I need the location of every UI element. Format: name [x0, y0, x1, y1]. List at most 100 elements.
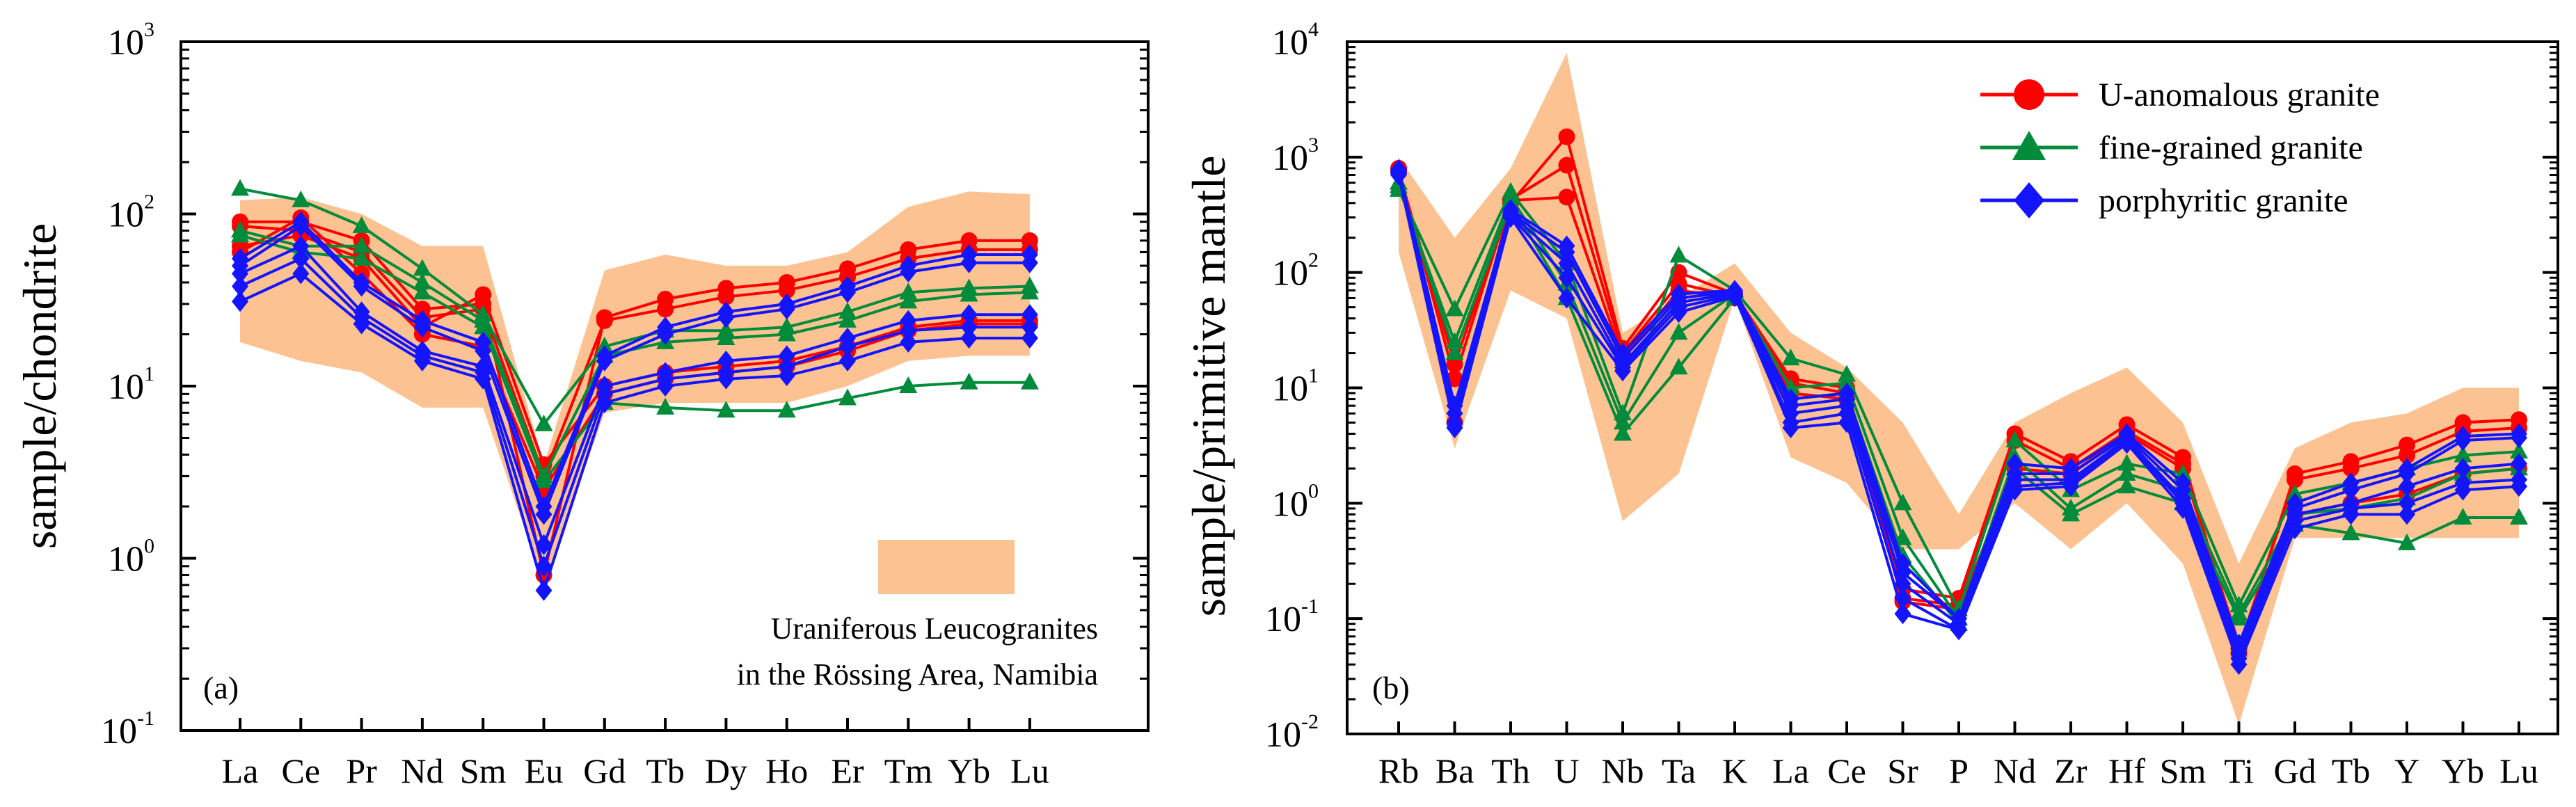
data-point: [2062, 476, 2079, 497]
data-point: [778, 282, 795, 299]
band-legend-swatch: [878, 540, 1015, 594]
x-tick-label: Sm: [460, 751, 507, 790]
data-point: [292, 263, 310, 285]
data-point: [1614, 360, 1631, 382]
x-tick-label: Lu: [2499, 751, 2538, 790]
data-point: [353, 275, 370, 297]
data-point: [2005, 431, 2024, 448]
data-point: [1558, 241, 1575, 263]
y-tick-label: 102: [108, 191, 154, 235]
y-tick-label: 10-1: [101, 707, 154, 751]
data-point: [1558, 157, 1575, 174]
data-point: [2511, 427, 2527, 449]
data-point: [1894, 603, 1911, 625]
x-tick-label: K: [1722, 751, 1747, 790]
data-point: [960, 252, 978, 273]
data-point: [899, 376, 918, 393]
y-tick-label: 101: [1272, 365, 1319, 409]
data-point: [717, 401, 736, 418]
x-tick-label: Dy: [705, 751, 747, 790]
data-point: [899, 291, 918, 309]
x-tick-label: Sr: [1887, 751, 1918, 790]
data-point: [1021, 328, 1038, 349]
band-legend-label-line1: Uraniferous Leucogranites: [771, 612, 1098, 646]
data-point: [838, 388, 857, 406]
data-point: [1020, 372, 1039, 390]
data-point: [1669, 246, 1688, 263]
data-point: [413, 350, 431, 371]
data-point: [292, 215, 310, 237]
series-line: [239, 187, 1030, 427]
data-point: [2342, 504, 2360, 525]
x-tick-label: U: [1554, 751, 1579, 790]
x-tick-label: Ho: [765, 751, 808, 790]
data-point: [596, 312, 613, 329]
data-point: [2454, 479, 2472, 501]
data-point: [413, 282, 431, 300]
data-point: [292, 235, 310, 257]
data-point: [2511, 476, 2527, 497]
panel-b-legend: U-anomalous granite fine-grained granite p…: [1980, 77, 2380, 219]
data-point: [1558, 189, 1575, 206]
series-porphyritic: [232, 215, 1038, 525]
data-point: [1669, 323, 1688, 340]
data-point: [960, 304, 978, 326]
series-line: [239, 257, 1030, 571]
data-point: [2342, 460, 2360, 477]
data-point: [1781, 349, 1800, 366]
data-point: [778, 298, 795, 320]
data-point: [657, 323, 674, 345]
legend-label: porphyritic granite: [2099, 182, 2348, 219]
data-point: [292, 190, 310, 207]
data-point: [838, 302, 857, 319]
data-point: [534, 414, 553, 431]
data-point: [1445, 299, 1464, 317]
data-point: [2342, 523, 2360, 541]
data-point: [1021, 252, 1038, 273]
x-tick-label: Ce: [282, 751, 321, 790]
y-tick-label: 10-2: [1265, 710, 1319, 755]
data-point: [2175, 497, 2191, 519]
x-tick-label: Pr: [346, 751, 377, 790]
series-porphyritic: [1390, 164, 2527, 676]
data-point: [2229, 609, 2248, 626]
data-point: [1445, 343, 1464, 360]
panel-a-label: (a): [203, 670, 239, 705]
data-point: [2287, 471, 2303, 488]
data-point: [1950, 619, 1967, 641]
panel-a-y-ticks: 10-1 100 101 102 103: [101, 18, 1148, 751]
x-tick-label: P: [1949, 751, 1969, 790]
data-point: [1558, 128, 1575, 145]
data-point: [534, 471, 553, 488]
data-point: [1390, 164, 1407, 186]
data-point: [413, 272, 431, 289]
series-line: [239, 234, 1030, 484]
data-point: [1838, 373, 1856, 390]
data-point: [2399, 463, 2415, 485]
data-point: [1614, 424, 1632, 441]
data-point: [717, 288, 735, 305]
y-tick-label: 10-1: [1265, 595, 1319, 639]
data-point: [353, 313, 370, 335]
data-point: [717, 307, 735, 328]
data-point: [960, 372, 978, 390]
x-tick-label: Yb: [948, 751, 990, 790]
x-tick-label: Gd: [2273, 751, 2316, 790]
data-point: [960, 328, 978, 349]
data-point: [1020, 282, 1039, 300]
data-point: [2117, 454, 2136, 471]
x-tick-label: Lu: [1010, 751, 1049, 790]
data-point: [2454, 458, 2472, 479]
data-point: [1726, 286, 1743, 307]
series-fine_grained: [231, 225, 1039, 488]
data-point: [2118, 433, 2136, 454]
x-tick-label: Nd: [1994, 751, 2036, 790]
data-point: [475, 340, 492, 362]
data-point: [717, 368, 735, 390]
x-tick-label: Er: [831, 751, 864, 790]
data-point: [475, 368, 492, 390]
data-point: [292, 248, 310, 269]
x-tick-label: Tb: [646, 751, 685, 790]
reference-band: [1399, 53, 2519, 725]
data-point: [1782, 417, 1799, 439]
